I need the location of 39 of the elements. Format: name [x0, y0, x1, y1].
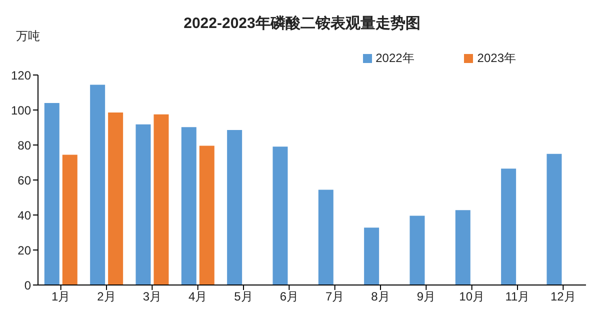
x-tick-label: 2月	[97, 290, 116, 304]
x-tick-label: 6月	[280, 290, 299, 304]
x-tick-label: 8月	[371, 290, 390, 304]
chart-title: 2022-2023年磷酸二铵表观量走势图	[184, 15, 420, 32]
bar	[108, 112, 124, 285]
bar	[90, 84, 106, 285]
y-tick-label: 100	[10, 103, 32, 118]
bar	[364, 228, 380, 285]
x-tick-label: 12月	[550, 290, 576, 304]
bar	[410, 216, 425, 285]
x-tick-label: 10月	[459, 290, 485, 304]
y-axis-title: 万吨	[16, 28, 40, 45]
y-tick-label: 20	[18, 243, 32, 258]
bar	[136, 124, 151, 285]
bar	[181, 127, 196, 285]
bar	[62, 154, 78, 285]
bar	[318, 190, 334, 285]
bar	[455, 210, 470, 285]
bar	[501, 168, 516, 285]
y-tick-label: 0	[24, 278, 32, 292]
bar	[199, 146, 214, 285]
y-tick-label: 80	[18, 138, 32, 152]
bar	[546, 154, 562, 285]
y-tick-label: 40	[18, 208, 32, 222]
x-tick-label: 4月	[188, 290, 208, 304]
x-tick-label: 3月	[142, 290, 162, 304]
bar	[154, 114, 169, 285]
x-tick-label: 11月	[505, 290, 530, 304]
y-tick-label: 120	[10, 68, 32, 82]
x-tick-label: 9月	[416, 290, 436, 304]
legend-label: 2023年	[477, 51, 516, 65]
x-tick-label: 7月	[325, 290, 344, 304]
x-tick-label: 5月	[234, 290, 253, 304]
legend-label: 2022年	[376, 51, 414, 65]
bar	[272, 146, 288, 285]
y-tick-label: 60	[18, 173, 32, 188]
bar	[227, 130, 242, 285]
bar	[44, 103, 60, 285]
x-tick-label: 1月	[51, 290, 70, 304]
